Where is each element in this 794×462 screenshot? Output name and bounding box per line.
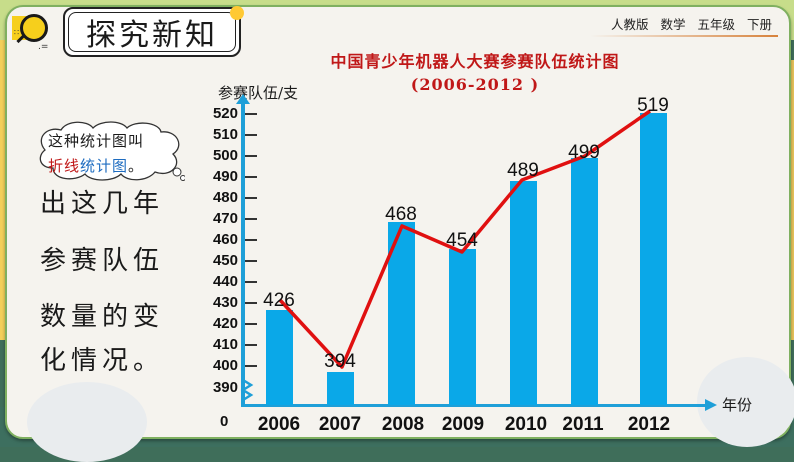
y-tick xyxy=(245,323,257,325)
x-axis-arrow-icon xyxy=(705,399,717,411)
x-tick-label: 2007 xyxy=(318,414,362,435)
y-tick xyxy=(245,218,257,220)
y-zero-label: 0 xyxy=(220,413,229,430)
bar-2008 xyxy=(388,222,415,405)
y-tick-label: 520 xyxy=(212,105,238,122)
y-tick xyxy=(245,281,257,283)
bubble-period: 。 xyxy=(128,157,145,175)
data-label-2010: 489 xyxy=(507,160,539,181)
section-title: 探究新知 xyxy=(68,12,236,53)
x-tick-label: 2010 xyxy=(504,414,548,435)
bubble-line-2: 折线统计图。 xyxy=(48,155,198,176)
x-tick-label: 2011 xyxy=(562,414,604,435)
x-axis xyxy=(241,404,707,407)
y-tick xyxy=(245,113,257,115)
data-label-2008: 468 xyxy=(385,204,417,225)
header-divider xyxy=(590,35,778,37)
y-tick xyxy=(245,176,257,178)
x-tick-label: 2008 xyxy=(381,414,425,435)
y-tick-label: 500 xyxy=(212,147,238,164)
data-label-2011: 499 xyxy=(568,142,600,163)
left-text-line-3: 数量的变 xyxy=(40,302,165,332)
meta-edition: 人教版 xyxy=(610,17,649,32)
dots-icon: ∷ xyxy=(14,28,21,37)
left-text-line-4: 化情况。 xyxy=(40,346,165,376)
decorative-cloud xyxy=(27,382,147,462)
chart-subtitle: (2006-2012 ) xyxy=(410,75,540,94)
meta-volume: 下册 xyxy=(746,17,772,32)
y-tick xyxy=(245,239,257,241)
magnifier-icon xyxy=(20,14,48,42)
y-tick-label: 420 xyxy=(212,315,238,332)
x-tick-label: 2009 xyxy=(441,414,485,435)
y-axis-arrow-icon xyxy=(236,94,250,104)
bar-2009 xyxy=(449,249,476,405)
y-tick-label: 400 xyxy=(212,357,238,374)
y-tick xyxy=(245,155,257,157)
bar-2012 xyxy=(640,113,667,405)
y-tick-label: 510 xyxy=(212,126,238,143)
bubble-highlight-zhexian: 折线 xyxy=(48,157,81,175)
y-tick-label: 430 xyxy=(212,294,238,311)
meta-grade: 五年级 xyxy=(697,17,735,32)
y-tick-label: 480 xyxy=(212,189,238,206)
x-tick-label: 2006 xyxy=(257,414,301,435)
bar-2006 xyxy=(266,310,293,405)
header-meta: 人教版 数学 五年级 下册 xyxy=(611,14,772,33)
y-tick xyxy=(245,365,257,367)
y-tick-label: 490 xyxy=(212,168,238,185)
left-text-line-1: 出这几年 xyxy=(40,189,165,219)
bar-2011 xyxy=(571,158,598,405)
data-label-2007: 394 xyxy=(324,351,356,372)
bar-2007 xyxy=(327,372,354,405)
y-tick-label: 390 xyxy=(212,379,238,396)
y-axis-label: 参赛队伍/支 xyxy=(218,84,299,102)
y-tick xyxy=(245,302,257,304)
bubble-highlight-tongjitu: 统计图 xyxy=(80,157,129,175)
y-tick-label: 440 xyxy=(212,273,238,290)
data-label-2006: 426 xyxy=(263,290,295,311)
y-tick-label: 410 xyxy=(212,336,238,353)
sun-decoration-icon xyxy=(230,6,244,20)
y-axis xyxy=(241,100,245,406)
x-axis-label: 年份 xyxy=(722,396,753,414)
y-tick xyxy=(245,197,257,199)
thought-bubble xyxy=(39,121,185,181)
y-tick xyxy=(245,134,257,136)
y-tick xyxy=(245,260,257,262)
y-tick-label: 450 xyxy=(212,252,238,269)
left-text-line-2: 参赛队伍 xyxy=(40,246,165,276)
lines-icon: .= xyxy=(38,42,49,52)
chart-title-main: 中国青少年机器人大赛参赛队伍统计图 xyxy=(330,52,620,71)
chart-title: 中国青少年机器人大赛参赛队伍统计图 (2006-2012 ) xyxy=(300,50,650,96)
y-tick-label: 470 xyxy=(212,210,238,227)
x-tick-label: 2012 xyxy=(627,414,671,435)
section-title-box: 探究新知 xyxy=(63,7,241,57)
y-tick xyxy=(245,344,257,346)
meta-subject: 数学 xyxy=(660,17,686,32)
y-tick-label: 460 xyxy=(212,231,238,248)
bubble-line-1: 这种统计图叫 xyxy=(48,132,145,150)
bar-2010 xyxy=(510,181,537,405)
data-label-2012: 519 xyxy=(637,95,669,116)
data-label-2009: 454 xyxy=(446,230,478,251)
